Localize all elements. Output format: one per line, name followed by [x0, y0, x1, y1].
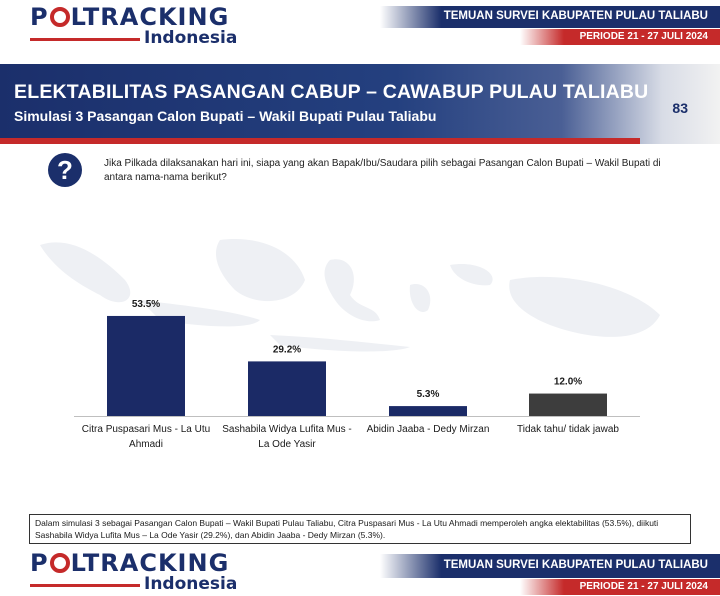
footer-period-text: PERIODE 21 - 27 JULI 2024 [579, 581, 708, 592]
survey-question: Jika Pilkada dilaksanakan hari ini, siap… [104, 158, 661, 183]
footer-survey-banner-text: TEMUAN SURVEI KABUPATEN PULAU TALIABU [443, 559, 708, 571]
footer: P LTRACKING Indonesia TEMUAN SURVEI KABUP… [0, 546, 720, 596]
footer-logo-underline [30, 584, 140, 587]
x-tick-label-2: Abidin Jaaba - Dedy Mirzan [353, 422, 503, 437]
x-tick-label-line: Tidak tahu/ tidak jawab [517, 424, 619, 435]
x-tick-label-1: Sashabila Widya Lufita Mus - La Ode Yasir [212, 422, 362, 452]
logo-wordmark: P LTRACKING [30, 3, 230, 31]
chart-footnote: Dalam simulasi 3 sebagai Pasangan Calon … [29, 514, 691, 544]
x-tick-label-line: Sashabila Widya Lufita Mus - [222, 424, 352, 435]
bar-0 [107, 315, 185, 416]
x-tick-label-line: Citra Puspasari Mus - La Utu [81, 424, 211, 435]
bar-value-label-2: 5.3% [417, 389, 440, 400]
logo-underline [30, 38, 140, 41]
page-title: ELEKTABILITAS PASANGAN CABUP – CAWABUP P… [14, 81, 649, 103]
footer-period-badge: PERIODE 21 - 27 JULI 2024 [520, 579, 720, 595]
electability-bar-chart: 53.5% 29.2% 5.3% 12.0% [74, 299, 640, 417]
bar-value-label-0: 53.5% [132, 299, 160, 310]
footer-logo-wordmark: P LTRACKING [30, 549, 230, 577]
bar-value-label-1: 29.2% [273, 344, 301, 355]
title-band: ELEKTABILITAS PASANGAN CABUP – CAWABUP P… [0, 64, 720, 144]
bar-1 [248, 361, 326, 416]
x-tick-label-0: Citra Puspasari Mus - La Utu Ahmadi [71, 422, 221, 452]
logo-ring-icon [49, 7, 70, 27]
page-number: 83 [672, 100, 688, 116]
survey-banner: TEMUAN SURVEI KABUPATEN PULAU TALIABU [380, 6, 720, 28]
footer-logo-ring-icon [49, 553, 70, 573]
footer-survey-banner: TEMUAN SURVEI KABUPATEN PULAU TALIABU [380, 554, 720, 578]
footer-logo-subtext: Indonesia [144, 574, 238, 594]
bar-2 [389, 406, 467, 416]
x-tick-label-3: Tidak tahu/ tidak jawab [493, 422, 643, 437]
bar-value-label-3: 12.0% [554, 377, 582, 388]
period-text: PERIODE 21 - 27 JULI 2024 [579, 31, 708, 42]
bar-3 [529, 393, 607, 416]
survey-banner-text: TEMUAN SURVEI KABUPATEN PULAU TALIABU [443, 10, 708, 22]
indonesia-map-watermark [40, 239, 660, 352]
period-badge: PERIODE 21 - 27 JULI 2024 [520, 29, 720, 45]
question-mark-icon: ? [48, 153, 82, 187]
logo-subtext: Indonesia [144, 28, 238, 48]
footer-poltracking-logo: P LTRACKING Indonesia [30, 549, 237, 594]
x-tick-label-line: Abidin Jaaba - Dedy Mirzan [366, 424, 490, 435]
x-tick-label-line: Ahmadi [129, 439, 163, 450]
page-subtitle: Simulasi 3 Pasangan Calon Bupati – Wakil… [14, 108, 437, 124]
poltracking-logo: P LTRACKING Indonesia [30, 3, 237, 48]
x-tick-label-line: La Ode Yasir [258, 439, 316, 450]
header: P LTRACKING Indonesia TEMUAN SURVEI KABUP… [0, 0, 720, 52]
